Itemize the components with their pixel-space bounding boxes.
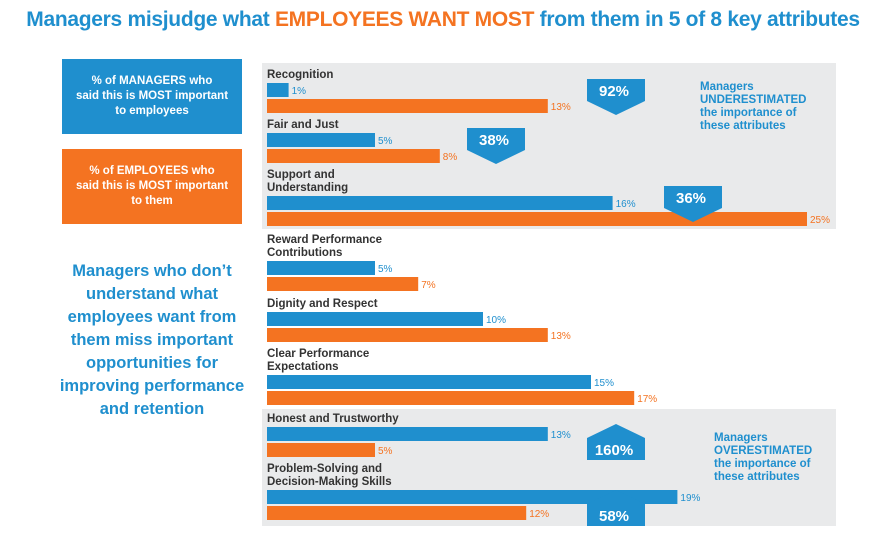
category-label: Recognition	[267, 69, 333, 81]
bar-managers	[267, 427, 548, 441]
gap-badge	[587, 490, 645, 526]
value-label-employees: 7%	[421, 280, 436, 291]
group-note-line: the importance of	[714, 458, 811, 470]
bar-managers	[267, 261, 375, 275]
bar-employees	[267, 277, 419, 291]
title-part-1: Managers misjudge what	[26, 8, 275, 31]
bar-managers	[267, 83, 289, 97]
group-note-line: OVERESTIMATED	[714, 445, 812, 457]
legend-managers-text: % of MANAGERS who said this is MOST impo…	[75, 75, 229, 117]
bar-employees	[267, 328, 548, 342]
value-label-managers: 13%	[551, 430, 571, 441]
bar-managers	[267, 490, 678, 504]
gap-badge	[467, 128, 525, 164]
group-note-line: Managers	[700, 81, 754, 93]
bar-managers	[267, 133, 375, 147]
bar-managers	[267, 312, 483, 326]
gap-label: 160%	[595, 442, 633, 459]
group-note-line: these attributes	[714, 471, 800, 483]
bar-employees	[267, 391, 635, 405]
legend-employees: % of EMPLOYEES who said this is MOST imp…	[62, 149, 242, 224]
bar-employees	[267, 99, 548, 113]
value-label-employees: 8%	[443, 152, 458, 163]
gap-badge	[664, 186, 722, 222]
bar-managers	[267, 196, 613, 210]
group-note-line: these attributes	[700, 120, 786, 132]
bar-employees	[267, 443, 375, 457]
group-note-line: Managers	[714, 432, 768, 444]
value-label-employees: 13%	[551, 102, 571, 113]
value-label-employees: 5%	[378, 446, 393, 457]
value-label-managers: 1%	[292, 86, 307, 97]
title-highlight: EMPLOYEES WANT MOST	[274, 8, 535, 31]
value-label-managers: 5%	[378, 264, 393, 275]
value-label-employees: 12%	[529, 509, 549, 520]
value-label-employees: 13%	[551, 331, 571, 342]
category-label: Understanding	[267, 182, 348, 194]
legend-employees-text: % of EMPLOYEES who said this is MOST imp…	[75, 165, 229, 207]
category-label: Expectations	[267, 361, 339, 373]
category-label: Dignity and Respect	[267, 298, 378, 310]
value-label-employees: 17%	[637, 394, 657, 405]
value-label-managers: 16%	[616, 199, 636, 210]
chart-title: Managers misjudge what EMPLOYEES WANT MO…	[0, 8, 886, 32]
gap-badge	[587, 79, 645, 115]
group-note-line: UNDERESTIMATED	[700, 94, 806, 106]
bar-managers	[267, 375, 591, 389]
group-note-line: the importance of	[700, 107, 797, 119]
category-label: Reward Performance	[267, 234, 382, 246]
category-label: Honest and Trustworthy	[267, 413, 399, 425]
gap-label: 36%	[676, 190, 706, 207]
value-label-managers: 15%	[594, 378, 614, 389]
category-label: Decision-Making Skills	[267, 476, 392, 488]
title-part-2: from them in 5 of 8 key attributes	[534, 8, 860, 31]
value-label-managers: 10%	[486, 315, 506, 326]
gap-label: 58%	[599, 508, 629, 525]
bar-employees	[267, 212, 807, 226]
bar-employees	[267, 506, 527, 520]
category-label: Contributions	[267, 247, 342, 259]
value-label-managers: 5%	[378, 136, 393, 147]
value-label-managers: 19%	[680, 493, 700, 504]
value-label-employees: 25%	[810, 215, 830, 226]
bar-employees	[267, 149, 440, 163]
side-note: Managers who don’t understand what emplo…	[59, 262, 245, 418]
legend-managers: % of MANAGERS who said this is MOST impo…	[62, 59, 242, 134]
gap-badge	[587, 424, 645, 460]
category-label: Clear Performance	[267, 348, 369, 360]
category-label: Support and	[267, 169, 335, 181]
category-label: Fair and Just	[267, 119, 339, 131]
gap-label: 38%	[479, 132, 509, 149]
gap-label: 92%	[599, 83, 629, 100]
category-label: Problem-Solving and	[267, 463, 382, 475]
